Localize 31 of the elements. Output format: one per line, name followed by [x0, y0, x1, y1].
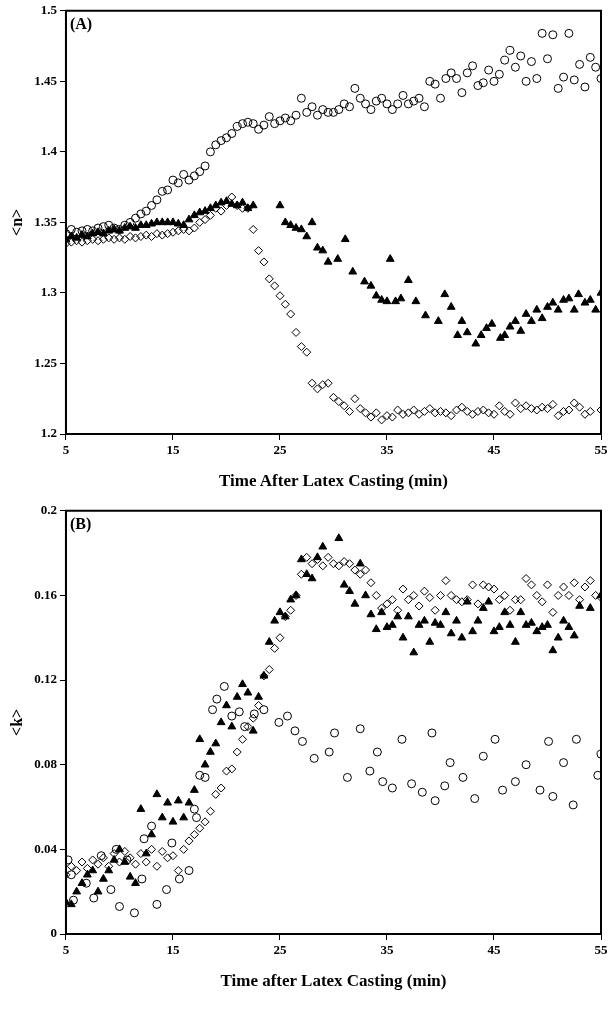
x-tick-label: 55: [594, 942, 608, 958]
x-axis-title: Time after Latex Casting (min): [220, 971, 447, 991]
y-tick-label: 0.2: [40, 502, 57, 518]
x-tick-label: 25: [273, 942, 287, 958]
x-axis-title: Time After Latex Casting (min): [219, 471, 448, 491]
y-tick-label: 1.3: [40, 284, 58, 300]
y-tick-label: 1.45: [34, 72, 58, 88]
y-tick-label: 1.2: [40, 425, 57, 441]
y-tick-label: 1.4: [40, 143, 58, 159]
x-tick-label: 25: [273, 442, 287, 458]
y-tick-label: 0.04: [34, 840, 58, 856]
x-tick-label: 5: [62, 942, 70, 958]
x-tick-label: 35: [380, 442, 394, 458]
x-tick-label: 15: [166, 942, 180, 958]
y-tick-label: 1.5: [40, 2, 58, 18]
x-tick-label: 45: [487, 942, 501, 958]
y-tick-label: 1.35: [34, 213, 58, 229]
y-tick-label: 0.08: [34, 756, 58, 772]
x-tick-label: 55: [594, 442, 608, 458]
y-tick-label: 1.25: [34, 354, 58, 370]
y-axis-title: <n>: [7, 208, 25, 236]
annotation: (A): [69, 14, 93, 33]
x-tick-label: 45: [487, 442, 501, 458]
y-tick-label: 0.16: [34, 586, 58, 602]
y-axis-title: <k>: [7, 708, 25, 736]
x-tick-label: 15: [166, 442, 180, 458]
x-tick-label: 35: [380, 942, 394, 958]
y-tick-label: 0: [50, 925, 57, 941]
x-tick-label: 5: [62, 442, 70, 458]
annotation: (B): [69, 514, 92, 533]
y-tick-label: 0.12: [34, 671, 57, 687]
